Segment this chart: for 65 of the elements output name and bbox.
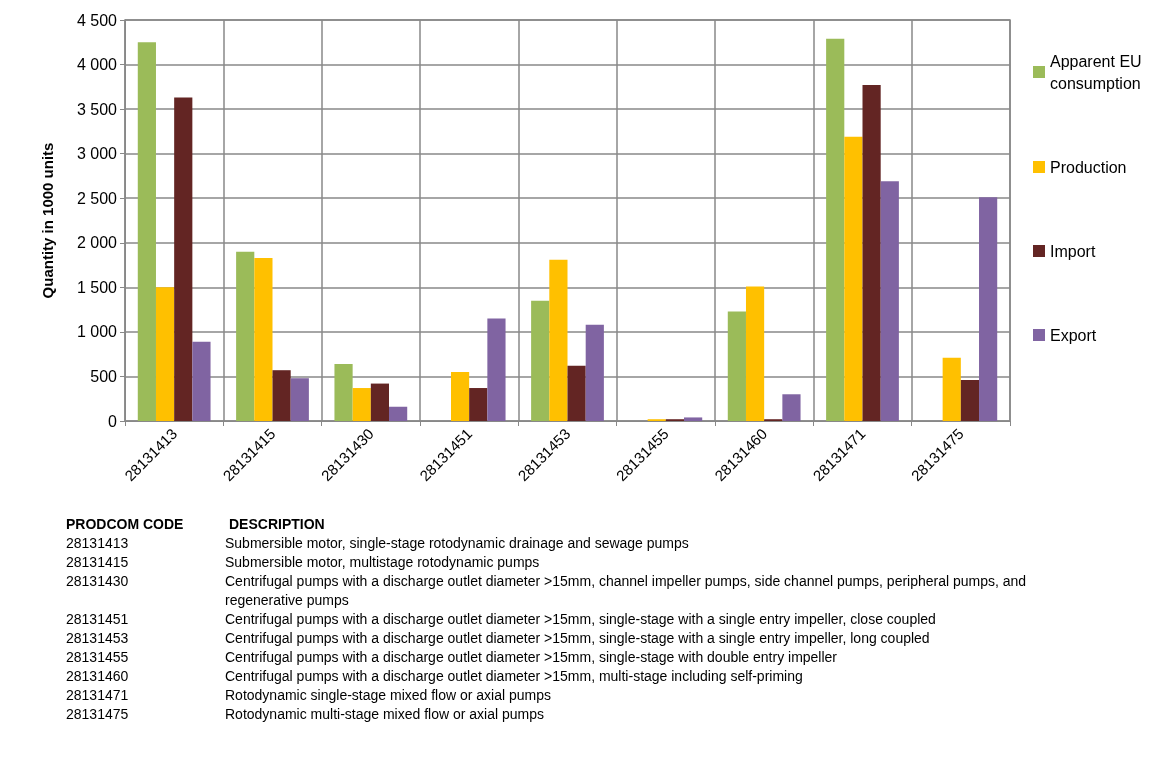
bar <box>236 251 255 421</box>
bar <box>585 324 604 421</box>
text: Centrifugal pumps with a discharge outlet diameter >15mm, multi-stage including self-priming <box>225 668 803 684</box>
text: Centrifugal pumps with a discharge outlet diameter >15mm, single-stage with a single entry impeller, long coupled <box>225 630 930 646</box>
bar <box>389 406 408 421</box>
legend-label: Apparent EU consumption <box>1050 52 1147 92</box>
text: Centrifugal pumps with a discharge outlet diameter >15mm, channel impeller pumps, side channel pumps, peripheral pumps, and regenerative pumps <box>225 573 1027 608</box>
y-tick-label: 3 000 <box>76 145 118 163</box>
bar <box>290 378 309 421</box>
text: DESCRIPTION <box>229 516 325 532</box>
bar <box>880 181 899 421</box>
text: Rotodynamic single-stage mixed flow or axial pumps <box>225 687 552 703</box>
bar <box>567 365 586 421</box>
y-tick-label: 1 500 <box>76 278 118 296</box>
bar <box>782 394 801 421</box>
text: 28131455 <box>66 649 129 665</box>
bar <box>469 388 488 421</box>
legend-label: Export <box>1050 326 1097 344</box>
text: 28131415 <box>66 554 129 570</box>
bar <box>174 97 193 421</box>
text: Rotodynamic multi-stage mixed flow or axial pumps <box>225 706 545 722</box>
bar <box>192 341 211 421</box>
bar <box>254 257 273 421</box>
bar <box>487 318 506 421</box>
text: Submersible motor, multistage rotodynamic pumps <box>225 554 540 570</box>
text: 28131453 <box>66 630 129 646</box>
bar <box>370 383 390 421</box>
y-tick-label: 2 000 <box>76 234 118 252</box>
text: Centrifugal pumps with a discharge outlet diameter >15mm, single-stage with double entry impeller <box>225 649 838 665</box>
y-tick-label: 500 <box>90 367 118 385</box>
y-tick-label: 0 <box>108 412 118 430</box>
text: 28131471 <box>66 687 129 703</box>
y-tick-label: 4 500 <box>76 11 118 29</box>
bar <box>826 38 845 421</box>
bar <box>684 417 703 421</box>
bar <box>531 300 550 421</box>
y-tick-label: 2 500 <box>76 189 118 207</box>
legend-label: Production <box>1050 158 1127 176</box>
y-tick-label: 4 000 <box>76 56 118 74</box>
y-tick-label: 1 000 <box>76 323 118 341</box>
text: 28131413 <box>66 535 129 551</box>
bar <box>745 286 765 421</box>
y-tick-label: 3 500 <box>76 100 118 118</box>
legend-label: Import <box>1050 242 1096 260</box>
text: 28131475 <box>66 706 129 722</box>
bar <box>352 388 371 421</box>
bar <box>727 311 746 421</box>
bar <box>137 42 156 421</box>
bar <box>942 357 961 421</box>
text: 28131460 <box>66 668 129 684</box>
bar <box>844 136 863 421</box>
bar <box>155 287 175 421</box>
bar <box>862 85 881 421</box>
bar <box>549 259 568 421</box>
text: PRODCOM CODE <box>66 516 184 532</box>
bar <box>450 371 470 421</box>
text: Centrifugal pumps with a discharge outlet diameter >15mm, single-stage with a single entry impeller, close coupled <box>225 611 936 627</box>
bar <box>960 380 980 421</box>
text: 28131430 <box>66 573 129 589</box>
text: Submersible motor, single-stage rotodynamic drainage and sewage pumps <box>225 535 689 551</box>
bar <box>979 197 998 421</box>
y-axis-title: Quantity in 1000 units <box>39 142 56 299</box>
bar <box>334 363 353 421</box>
bar <box>272 370 291 421</box>
text: 28131451 <box>66 611 129 627</box>
